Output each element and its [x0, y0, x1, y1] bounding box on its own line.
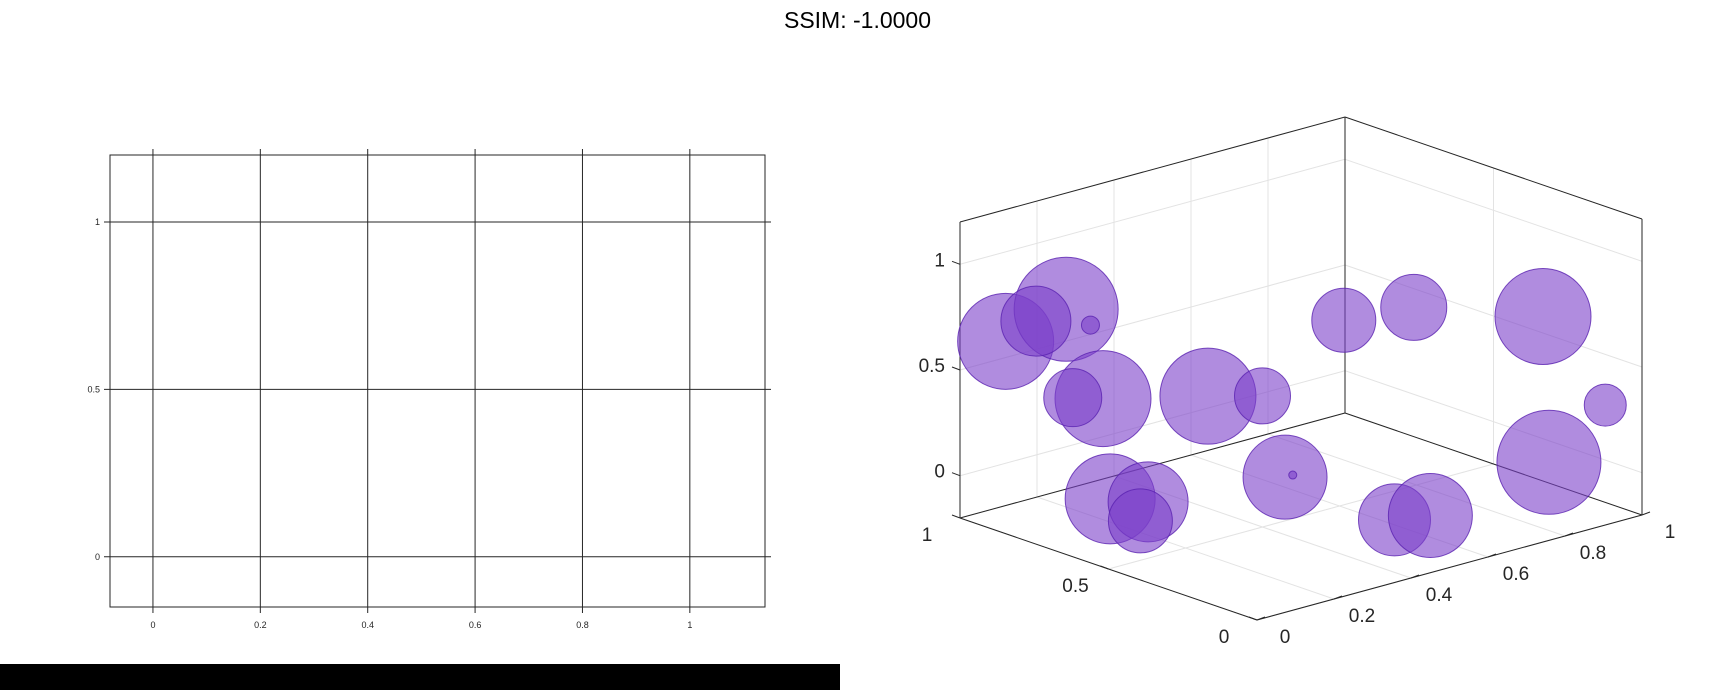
- bubble-marker: [1000, 285, 1072, 357]
- bubble-marker: [1234, 367, 1291, 425]
- bubble-marker: [1080, 315, 1100, 335]
- z-tick-label: 0: [934, 462, 945, 483]
- axis-edge: [959, 116, 1346, 223]
- back-wall-gridline: [959, 158, 1346, 265]
- left-tick-labels: 0 0.2 0.4 0.6 0.8 1 0 0.5 1: [87, 217, 692, 630]
- left-x-tick-label: 0.6: [469, 620, 482, 630]
- x-tick-mark: [1564, 532, 1574, 537]
- x-tick-label: 0: [1280, 627, 1291, 648]
- x-tick-mark: [1641, 511, 1651, 516]
- left-axes-box: [109, 154, 766, 608]
- x-tick-label: 0.8: [1580, 543, 1606, 564]
- bubble-marker: [1496, 409, 1602, 515]
- left-x-tick-label: 0: [150, 620, 155, 630]
- bubble-marker: [1380, 273, 1448, 341]
- bubble-marker: [1242, 434, 1328, 520]
- left-y-tick-label: 0.5: [87, 384, 100, 394]
- z-tick-mark: [951, 366, 961, 371]
- bubble-marker: [1043, 368, 1103, 428]
- right-grid: [959, 117, 1643, 621]
- x-tick-mark: [1256, 616, 1266, 621]
- y-tick-mark: [1248, 616, 1258, 621]
- right-tick-labels: 0 0.2 0.4 0.6 0.8 1 0 0.5 1 0 0.5 1: [919, 250, 1676, 648]
- left-y-tick-label: 0: [95, 552, 100, 562]
- bubble-marker: [1494, 268, 1592, 365]
- left-x-tick-label: 0.4: [361, 620, 374, 630]
- right-bubbles: [957, 256, 1627, 559]
- y-tick-label: 0.5: [1062, 576, 1088, 597]
- axis-edge: [1344, 412, 1643, 516]
- x-tick-mark: [1333, 595, 1343, 600]
- y-tick-label: 1: [922, 525, 933, 546]
- left-x-tick-label: 1: [687, 620, 692, 630]
- z-tick-label: 1: [934, 250, 945, 271]
- x-tick-label: 0.6: [1503, 564, 1529, 585]
- x-tick-label: 0.4: [1426, 585, 1453, 606]
- left-grid: [104, 149, 771, 613]
- z-tick-label: 0.5: [919, 356, 945, 377]
- left-x-tick-label: 0.8: [576, 620, 589, 630]
- left-y-tick-label: 1: [95, 217, 100, 227]
- x-tick-label: 0.2: [1349, 606, 1375, 627]
- axis-edge: [1256, 514, 1643, 621]
- y-tick-mark: [951, 514, 961, 519]
- bubble-marker: [1107, 488, 1173, 554]
- bubble-marker: [1288, 470, 1298, 480]
- bubble-marker: [1583, 383, 1627, 427]
- bubble-marker: [1387, 473, 1473, 559]
- left-x-tick-label: 0.2: [254, 620, 267, 630]
- left-empty-plot: 0 0.2 0.4 0.6 0.8 1 0 0.5 1: [87, 149, 771, 630]
- axis-edge: [1344, 116, 1643, 220]
- x-tick-label: 1: [1665, 522, 1676, 543]
- bubble-marker: [1311, 287, 1377, 353]
- x-tick-mark: [1410, 574, 1420, 579]
- z-tick-mark: [951, 472, 961, 477]
- y-tick-mark: [1100, 565, 1109, 570]
- side-wall-gridline: [1344, 158, 1643, 262]
- page-title: SSIM: -1.0000: [783, 7, 932, 33]
- z-tick-mark: [951, 260, 961, 265]
- x-tick-mark: [1487, 553, 1497, 558]
- black-bar: [0, 664, 840, 690]
- y-tick-label: 0: [1219, 627, 1230, 648]
- right-axes-box: [951, 116, 1651, 621]
